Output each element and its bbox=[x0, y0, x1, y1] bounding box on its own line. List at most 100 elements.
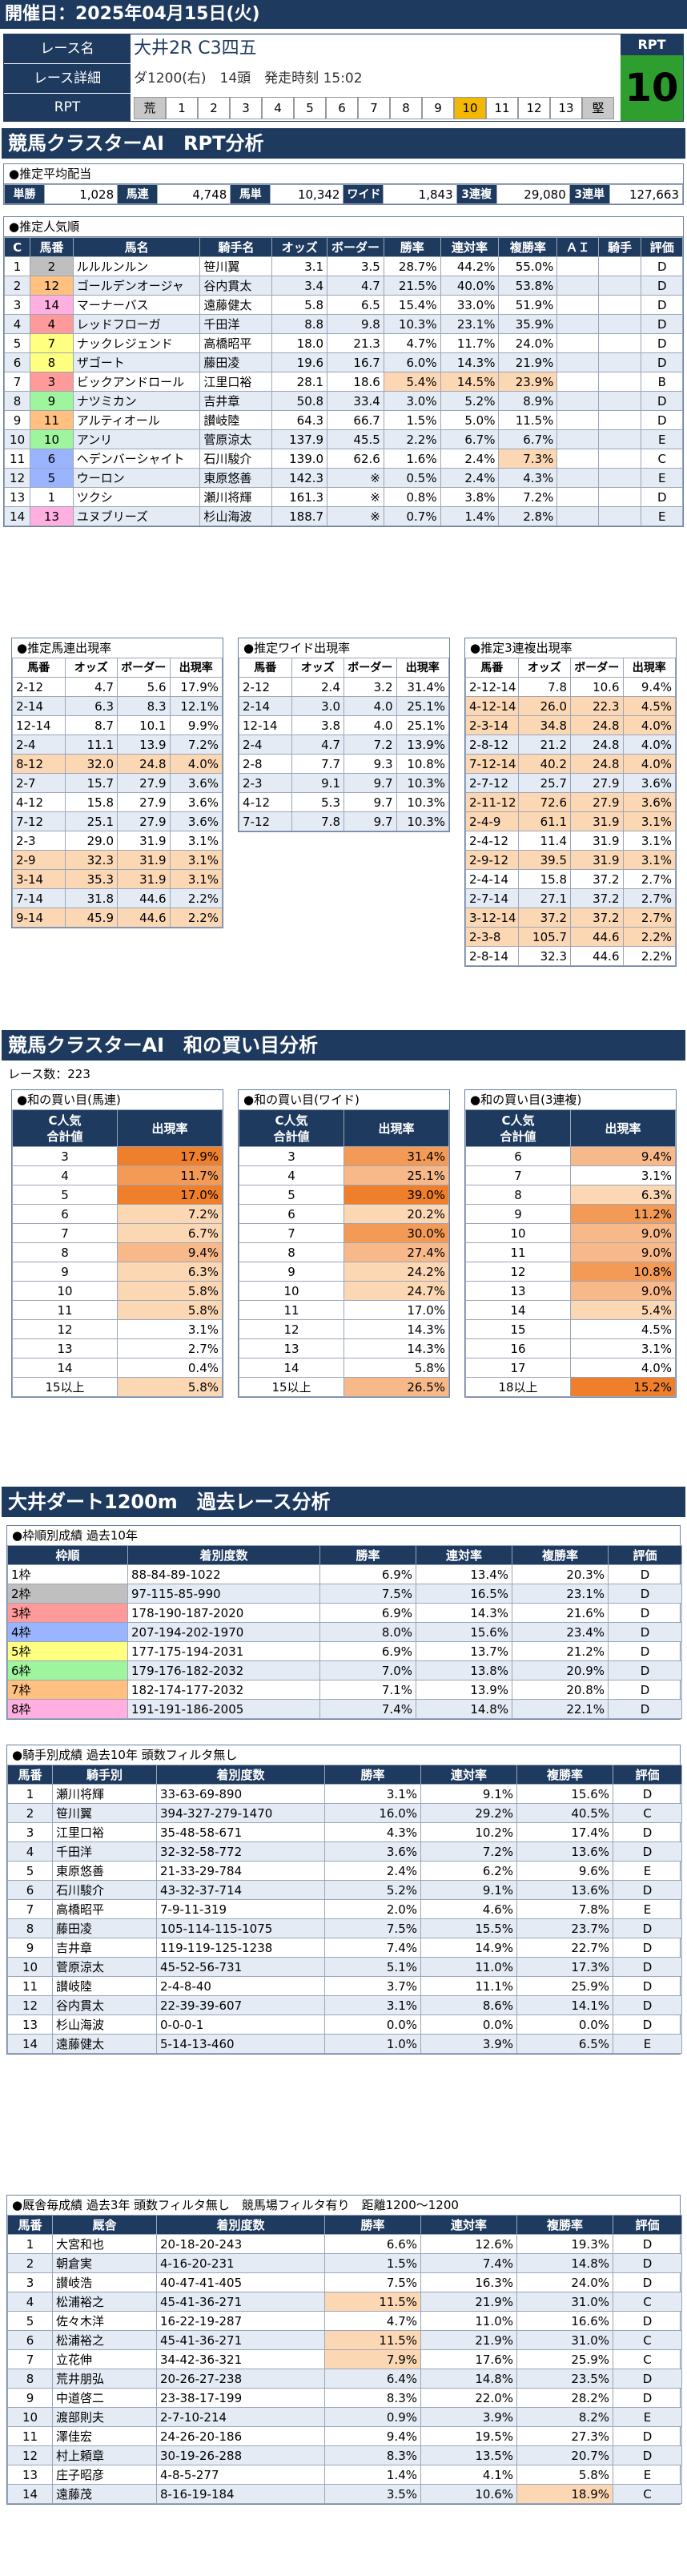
sum-row: 7 30.0% bbox=[239, 1223, 449, 1243]
trainer-cell: 23.5% bbox=[516, 2369, 613, 2389]
jockey-cell: 4 bbox=[7, 1841, 53, 1862]
pop-header: オッズ bbox=[271, 237, 328, 257]
sum-row: 7 6.7% bbox=[12, 1223, 223, 1243]
prob-cell: 24.8 bbox=[570, 735, 624, 755]
prob-cell: 31.9 bbox=[117, 869, 171, 889]
prob-cell: 2-4-9 bbox=[465, 811, 519, 831]
prob-row: 2-14 6.3 8.3 12.1% bbox=[12, 696, 223, 716]
prob-cell: 2.7% bbox=[622, 888, 676, 908]
sum-sanrenpuku-panel: ●和の買い目(3連複) C人気 合計値 出現率 6 9.4% 7 3.1% 8 6.3% 9 11… bbox=[464, 1089, 677, 1398]
sum-rate: 9.0% bbox=[570, 1281, 676, 1301]
jockey-cell: 5 bbox=[7, 1861, 53, 1881]
jockey-cell: 9.1% bbox=[420, 1880, 517, 1900]
prob-cell: 17.9% bbox=[169, 677, 223, 697]
pop-cell: 7 bbox=[30, 333, 74, 353]
jockey-cell: 8 bbox=[7, 1918, 53, 1938]
gate-cell: 7.5% bbox=[319, 1584, 416, 1604]
sum-row: 11 5.8% bbox=[12, 1300, 223, 1320]
pop-cell: 12 bbox=[3, 468, 31, 488]
jockey-cell: 0.0% bbox=[324, 2015, 421, 2035]
prob-cell: 2-3 bbox=[239, 773, 292, 793]
jockey-cell: 105-114-115-1075 bbox=[156, 1918, 325, 1938]
prob-cell: 2.2% bbox=[169, 888, 223, 908]
sum-total: 11 bbox=[465, 1242, 571, 1262]
prob-row: 2-7-12 25.7 27.9 3.6% bbox=[465, 773, 676, 793]
prob-cell: 10.3% bbox=[396, 792, 449, 812]
pop-row: 10 10 アンリ 菅原涼太 137.9 45.5 2.2% 6.7% 6.7% E bbox=[3, 429, 683, 449]
trainer-cell: 13 bbox=[7, 2465, 53, 2485]
trainer-cell: 24-26-20-186 bbox=[156, 2426, 325, 2446]
gate-cell: 14.3% bbox=[416, 1603, 512, 1623]
prob-cell: 22.3 bbox=[570, 696, 624, 716]
pop-cell: 7.3% bbox=[498, 449, 558, 469]
pop-cell: 3.1 bbox=[271, 256, 328, 276]
pop-cell: ゴールデンオージャ bbox=[72, 276, 201, 296]
prob-cell: 3.1% bbox=[169, 850, 223, 870]
trainer-cell: 20-18-20-243 bbox=[156, 2234, 325, 2254]
pop-cell: 21.5% bbox=[383, 276, 441, 296]
sum-total: 6 bbox=[12, 1204, 118, 1224]
pop-cell: 23.1% bbox=[440, 314, 500, 334]
prob-cell: 31.8 bbox=[64, 888, 118, 908]
stable-stats-title: ●厩舎毎成績 過去3年 頭数フィルタ無し 競馬場フィルタ有り 距離1200～12… bbox=[7, 2196, 680, 2215]
trainer-header: 馬番 bbox=[7, 2215, 53, 2235]
mini-header: 馬番 bbox=[465, 658, 519, 678]
trainer-cell: 6 bbox=[7, 2330, 53, 2350]
jockey-cell: D bbox=[613, 2015, 682, 2035]
prob-cell: 4.5% bbox=[622, 696, 676, 716]
prob-cell: 3.0 bbox=[291, 696, 344, 716]
trainer-cell: 23-38-17-199 bbox=[156, 2388, 325, 2408]
gate-cell: 2枠 bbox=[7, 1584, 128, 1604]
prob-cell: 10.1 bbox=[117, 715, 171, 735]
trainer-cell: 21.9% bbox=[420, 2330, 517, 2350]
sum-row: 17 4.0% bbox=[465, 1358, 676, 1378]
prob-row: 7-14 31.8 44.6 2.2% bbox=[12, 888, 223, 908]
sum-row: 3 31.4% bbox=[239, 1146, 449, 1166]
pop-cell: 13 bbox=[30, 506, 74, 526]
gate-cell: 6枠 bbox=[7, 1660, 128, 1680]
race-name-label: レース名 bbox=[4, 34, 131, 63]
scale-cell: 8 bbox=[390, 97, 422, 119]
sanrenpuku-probability-panel: ●推定3連複出現率 馬番 オッズ ボーダー 出現率 2-12-14 7.8 10.6 9.4%… bbox=[464, 638, 677, 967]
sum-total: 3 bbox=[12, 1146, 118, 1166]
gate-header: 着別度数 bbox=[127, 1545, 320, 1565]
payout-value: 29,080 bbox=[496, 184, 570, 204]
sum-wide-panel: ●和の買い目(ワイド) C人気 合計値 出現率 3 31.4% 4 25.1% 5 39.0%… bbox=[238, 1089, 450, 1398]
jockey-cell: 4.6% bbox=[420, 1899, 517, 1919]
gate-cell: 13.8% bbox=[416, 1660, 512, 1680]
jockey-cell: 13.6% bbox=[516, 1841, 613, 1862]
gate-cell: D bbox=[608, 1564, 682, 1584]
sum-umaren-title: ●和の買い目(馬連) bbox=[12, 1090, 223, 1109]
mini-header: ボーダー bbox=[344, 658, 397, 678]
prob-cell: 10.3% bbox=[396, 811, 449, 831]
gate-cell: 7枠 bbox=[7, 1680, 128, 1700]
pop-cell: 28.7% bbox=[383, 256, 441, 276]
pop-header: C bbox=[3, 237, 31, 257]
prob-cell: 2-3 bbox=[12, 831, 66, 851]
pop-cell: 16.7 bbox=[327, 352, 384, 372]
sum-row: 6 9.4% bbox=[465, 1146, 676, 1166]
jockey-cell: 11.1% bbox=[420, 1976, 517, 1996]
sum-sanrenpuku-title: ●和の買い目(3連複) bbox=[465, 1090, 676, 1109]
scale-cell: 2 bbox=[198, 97, 230, 119]
gate-stats-table: 枠順 着別度数 勝率 連対率 複勝率 評価 1枠 88-84-89-1022 6.9% 13.4%… bbox=[7, 1545, 682, 1719]
prob-cell: 4-12-14 bbox=[465, 696, 519, 716]
pop-cell: 51.9% bbox=[498, 295, 558, 315]
sum-umaren-table: C人気 合計値 出現率 3 17.9% 4 11.7% 5 17.0% 6 7.2% 7 6.7% 8 9… bbox=[12, 1109, 223, 1397]
prob-row: 2-4-12 11.4 31.9 3.1% bbox=[465, 831, 676, 851]
prob-cell: 3.6% bbox=[169, 811, 223, 831]
jockey-cell: 6.2% bbox=[420, 1861, 517, 1881]
pop-cell: 2.8% bbox=[498, 506, 558, 526]
prob-row: 2-14 3.0 4.0 25.1% bbox=[239, 696, 449, 716]
prob-cell: 4.0% bbox=[622, 735, 676, 755]
prob-cell: 2-4 bbox=[12, 735, 66, 755]
jockey-cell: 15.6% bbox=[516, 1784, 613, 1804]
trainer-header: 評価 bbox=[613, 2215, 682, 2235]
gate-cell: 207-194-202-1970 bbox=[127, 1622, 320, 1642]
trainer-header: 勝率 bbox=[324, 2215, 421, 2235]
pop-cell: 21.9% bbox=[498, 352, 558, 372]
mini-header: ボーダー bbox=[117, 658, 171, 678]
trainer-cell: 朝倉実 bbox=[52, 2253, 157, 2273]
trainer-cell: 1 bbox=[7, 2234, 53, 2254]
avg-payout-panel: ●推定平均配当 単勝 1,028 馬連 4,748 馬単 10,342 ワイド 1,843 3連… bbox=[3, 163, 684, 205]
